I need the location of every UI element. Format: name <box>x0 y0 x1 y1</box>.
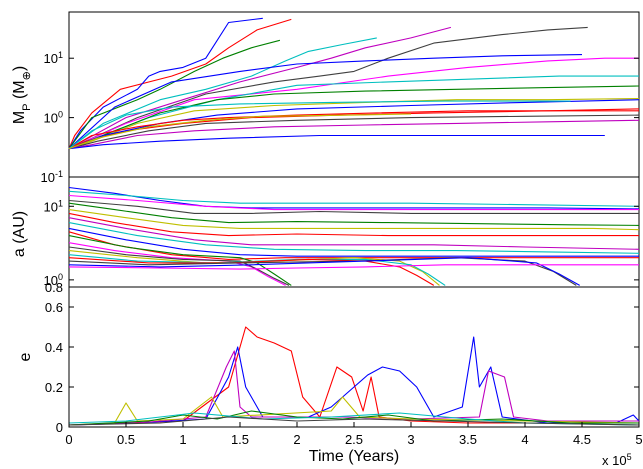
semimajor-series-line-4 <box>68 202 640 226</box>
eccentricity-series-line-2 <box>68 350 639 426</box>
semimajor-series-line-5 <box>68 209 640 231</box>
x-multiplier: x 105 <box>602 452 632 468</box>
mass-ytick-label-2: 101 <box>44 50 63 66</box>
mass-series-line-14 <box>68 119 640 150</box>
mass-series-line-7 <box>68 57 639 150</box>
semimajor-series-line-3 <box>68 199 639 214</box>
panel-eccentricity: 0 0.2 0.4 0.6 0 0.5 1 1.5 2 2.5 3 3.5 4 4.5 5 e Time … <box>17 286 643 468</box>
mass-series-line-6 <box>68 54 583 150</box>
mass-series-line-9 <box>68 85 640 150</box>
time-xtick-label-2: 1 <box>179 432 186 447</box>
eccentricity-axis-title: e <box>17 352 34 361</box>
mass-series-line-1 <box>68 17 263 149</box>
time-xtick-label-3: 1.5 <box>231 432 249 447</box>
mass-series-line-13 <box>68 114 640 150</box>
eccentricity-ytick-label-2: 0.4 <box>45 340 63 355</box>
mass-ytick-label-0: 10-1 <box>41 169 63 185</box>
time-xtick-label-8: 4 <box>521 432 528 447</box>
mass-series-line-16 <box>68 110 639 150</box>
panel-mass-frame <box>68 11 640 178</box>
semimajor-series-line-7 <box>68 217 640 250</box>
mass-series-line-5 <box>68 26 588 150</box>
time-xtick-label-10: 5 <box>635 432 642 447</box>
semimajor-series-line-19 <box>68 264 639 270</box>
semimajor-series-line-17 <box>68 257 577 286</box>
time-xtick-label-4: 2 <box>293 432 300 447</box>
semimajor-series-line-15 <box>68 254 446 286</box>
semimajor-ytick-label-2: 101 <box>44 198 63 214</box>
semimajor-series-line-6 <box>68 212 639 237</box>
time-axis-title: Time (Years) <box>309 448 399 465</box>
semimajor-ytick-label-0: 0.8 <box>45 280 63 295</box>
eccentricity-ytick-label-0: 0 <box>56 420 63 435</box>
mass-series-line-3 <box>68 37 377 150</box>
mass-series-line-17 <box>68 100 571 150</box>
eccentricity-ytick-label-3: 0.6 <box>45 300 63 315</box>
panel-eccentricity-frame <box>68 286 640 428</box>
eccentricity-series-line-5 <box>68 412 640 426</box>
panel-semimajor-frame <box>68 176 640 288</box>
mass-axis-title: MP (M⊕) <box>11 66 33 124</box>
semimajor-axis-title: a (AU) <box>11 211 28 257</box>
panel-mass: 10-1 100 101 MP (M⊕) <box>11 11 640 185</box>
semimajor-series-line-11 <box>68 235 292 286</box>
eccentricity-series-line-6 <box>68 416 640 426</box>
semimajor-series-line-9 <box>68 227 639 257</box>
mass-series-line-15 <box>68 134 605 150</box>
semimajor-series-line-16 <box>68 257 435 286</box>
semimajor-ytick-label-1: 100 <box>44 272 63 288</box>
time-xtick-label-7: 3.5 <box>459 432 477 447</box>
mass-series-line-12 <box>68 99 640 150</box>
time-xtick-label-1: 0.5 <box>117 432 135 447</box>
time-xtick-label-5: 2.5 <box>345 432 363 447</box>
semimajor-series-line-13 <box>68 246 290 286</box>
semimajor-series-line-18 <box>68 257 580 286</box>
eccentricity-ytick-label-1: 0.2 <box>45 380 63 395</box>
mass-ytick-label-1: 100 <box>44 110 63 126</box>
eccentricity-series-line-1 <box>68 336 640 426</box>
time-xtick-label-6: 3 <box>407 432 414 447</box>
time-xtick-label-9: 4.5 <box>573 432 591 447</box>
semimajor-series-line-2 <box>68 194 639 211</box>
mass-series-line-0 <box>68 18 292 149</box>
semimajor-series-line-8 <box>68 222 640 254</box>
eccentricity-series-line-4 <box>68 410 639 426</box>
mass-series-line-18 <box>68 113 412 150</box>
mass-series-line-2 <box>68 39 281 150</box>
time-xtick-label-0: 0 <box>65 432 72 447</box>
semimajor-series-line-1 <box>68 190 640 207</box>
